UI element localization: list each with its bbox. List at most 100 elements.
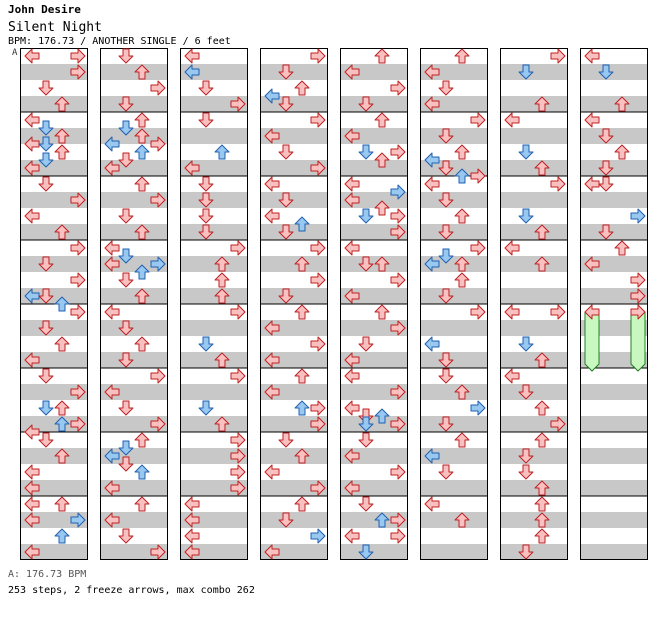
step-arrow-up	[534, 352, 550, 368]
step-arrow-up	[294, 256, 310, 272]
step-arrow-down	[438, 248, 454, 264]
beat-stripe	[500, 192, 568, 208]
beat-stripe	[260, 64, 328, 80]
step-arrow-left	[264, 464, 280, 480]
beat-stripe	[580, 544, 648, 560]
beat-stripe	[20, 64, 88, 80]
step-arrow-down	[118, 400, 134, 416]
step-arrow-down	[198, 80, 214, 96]
beat-stripe	[420, 224, 488, 240]
step-arrow-down	[518, 384, 534, 400]
beat-stripe	[580, 192, 648, 208]
beat-stripe	[260, 480, 328, 496]
step-arrow-right	[150, 80, 166, 96]
step-arrow-left	[184, 64, 200, 80]
beat-stripe	[100, 256, 168, 272]
step-arrow-down	[198, 224, 214, 240]
beat-stripe	[100, 224, 168, 240]
step-arrow-left	[24, 544, 40, 560]
step-arrow-right	[630, 208, 646, 224]
step-arrow-left	[584, 48, 600, 64]
step-arrow-right	[150, 368, 166, 384]
step-arrow-up	[134, 176, 150, 192]
column-border	[580, 48, 648, 560]
beat-stripe	[420, 256, 488, 272]
step-arrow-left	[344, 480, 360, 496]
step-arrow-right	[310, 416, 326, 432]
beat-stripe	[180, 544, 248, 560]
step-arrow-left	[24, 48, 40, 64]
beat-stripe	[20, 544, 88, 560]
step-arrow-left	[424, 448, 440, 464]
beat-stripe	[420, 320, 488, 336]
freeze-arrow-right	[630, 311, 646, 372]
step-arrow-up	[134, 112, 150, 128]
beat-stripe	[340, 416, 408, 432]
beat-stripe	[20, 224, 88, 240]
step-arrow-up	[534, 480, 550, 496]
step-arrow-left	[184, 544, 200, 560]
step-arrow-right	[310, 400, 326, 416]
beat-stripe	[100, 160, 168, 176]
step-arrow-up	[294, 80, 310, 96]
step-arrow-down	[38, 152, 54, 168]
step-arrow-down	[438, 160, 454, 176]
step-arrow-left	[344, 352, 360, 368]
step-arrow-left	[584, 304, 600, 320]
beat-stripe	[420, 160, 488, 176]
beat-stripe	[180, 128, 248, 144]
beat-stripe	[580, 96, 648, 112]
step-arrow-down	[518, 448, 534, 464]
step-arrow-left	[344, 448, 360, 464]
column-border	[260, 48, 328, 560]
step-arrow-left	[24, 496, 40, 512]
beat-stripe	[180, 416, 248, 432]
step-arrow-down	[518, 208, 534, 224]
beat-stripe	[340, 224, 408, 240]
step-arrow-up	[134, 128, 150, 144]
beat-stripe	[500, 352, 568, 368]
beat-stripe	[500, 128, 568, 144]
step-arrow-left	[344, 64, 360, 80]
step-arrow-up	[534, 512, 550, 528]
song-title: Silent Night	[8, 20, 102, 35]
beat-stripe	[20, 384, 88, 400]
step-arrow-up	[534, 400, 550, 416]
step-arrow-up	[454, 384, 470, 400]
step-arrow-up	[294, 400, 310, 416]
step-arrow-right	[70, 304, 86, 320]
step-arrow-left	[424, 64, 440, 80]
step-arrow-up	[374, 200, 390, 216]
beat-stripe	[340, 320, 408, 336]
chart-column-5	[340, 48, 408, 560]
beat-stripe	[580, 416, 648, 432]
step-arrow-right	[150, 136, 166, 152]
freeze-arrow-left	[584, 311, 600, 372]
step-arrow-up	[214, 256, 230, 272]
step-arrow-left	[344, 528, 360, 544]
beat-stripe	[580, 256, 648, 272]
step-arrow-down	[278, 224, 294, 240]
step-arrow-right	[150, 544, 166, 560]
beat-stripe	[180, 512, 248, 528]
step-arrow-down	[38, 400, 54, 416]
step-arrow-right	[70, 272, 86, 288]
step-arrow-right	[470, 400, 486, 416]
step-arrow-left	[104, 480, 120, 496]
step-arrow-up	[134, 264, 150, 280]
step-arrow-up	[534, 256, 550, 272]
beat-stripe	[100, 416, 168, 432]
step-arrow-up	[214, 144, 230, 160]
step-arrow-down	[38, 320, 54, 336]
step-arrow-right	[550, 416, 566, 432]
beat-stripe	[420, 192, 488, 208]
step-arrow-left	[264, 352, 280, 368]
bpm-summary: A: 176.73 BPM	[8, 569, 87, 580]
step-arrow-left	[264, 544, 280, 560]
step-arrow-right	[390, 144, 406, 160]
beat-stripe	[500, 480, 568, 496]
beat-stripe	[180, 352, 248, 368]
beat-stripe	[180, 160, 248, 176]
step-arrow-right	[390, 464, 406, 480]
step-arrow-down	[198, 400, 214, 416]
